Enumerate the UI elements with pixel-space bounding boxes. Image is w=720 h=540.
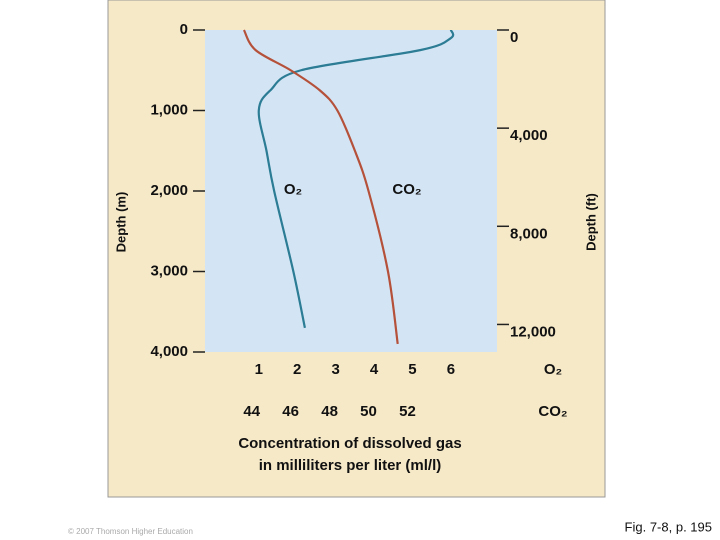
x-tick-label: 4 [370, 361, 379, 378]
y-tick-label: 0 [180, 21, 188, 38]
y-tick-label: 2,000 [150, 182, 188, 199]
x-tick-label: 52 [399, 403, 416, 420]
figure-reference: Fig. 7-8, p. 195 [625, 519, 712, 534]
x-tick-label: 1 [255, 361, 263, 378]
y2-tick-label: 12,000 [510, 323, 556, 340]
line [242, 29, 399, 345]
series-label: CO₂ [392, 181, 421, 198]
y-tick-label: 3,000 [150, 262, 188, 279]
y-tick-label: 4,000 [150, 343, 188, 360]
x-tick-label: 44 [243, 403, 260, 420]
y2-tick-label: 8,000 [510, 225, 548, 242]
x-axis-label: CO₂ [538, 403, 567, 420]
y2-tick-label: 0 [510, 29, 518, 46]
copyright: © 2007 Thomson Higher Education [68, 527, 193, 536]
x-axis-title: Concentration of dissolved gas [238, 435, 461, 452]
x-tick-label: 3 [331, 361, 339, 378]
x-axis-label: O₂ [544, 361, 562, 378]
y-axis-title: Depth (m) [113, 192, 128, 253]
y2-tick-label: 4,000 [510, 127, 548, 144]
y2-axis-title: Depth (ft) [583, 193, 598, 251]
plot-area [205, 30, 497, 352]
x-tick-label: 50 [360, 403, 377, 420]
x-tick-label: 46 [282, 403, 299, 420]
x-tick-label: 2 [293, 361, 301, 378]
x-tick-label: 6 [447, 361, 455, 378]
x-tick-label: 48 [321, 403, 338, 420]
line [257, 29, 455, 329]
series-label: O₂ [284, 181, 302, 198]
x-tick-label: 5 [408, 361, 416, 378]
y-tick-label: 1,000 [150, 101, 188, 118]
x-axis-title: in milliliters per liter (ml/l) [259, 457, 442, 474]
